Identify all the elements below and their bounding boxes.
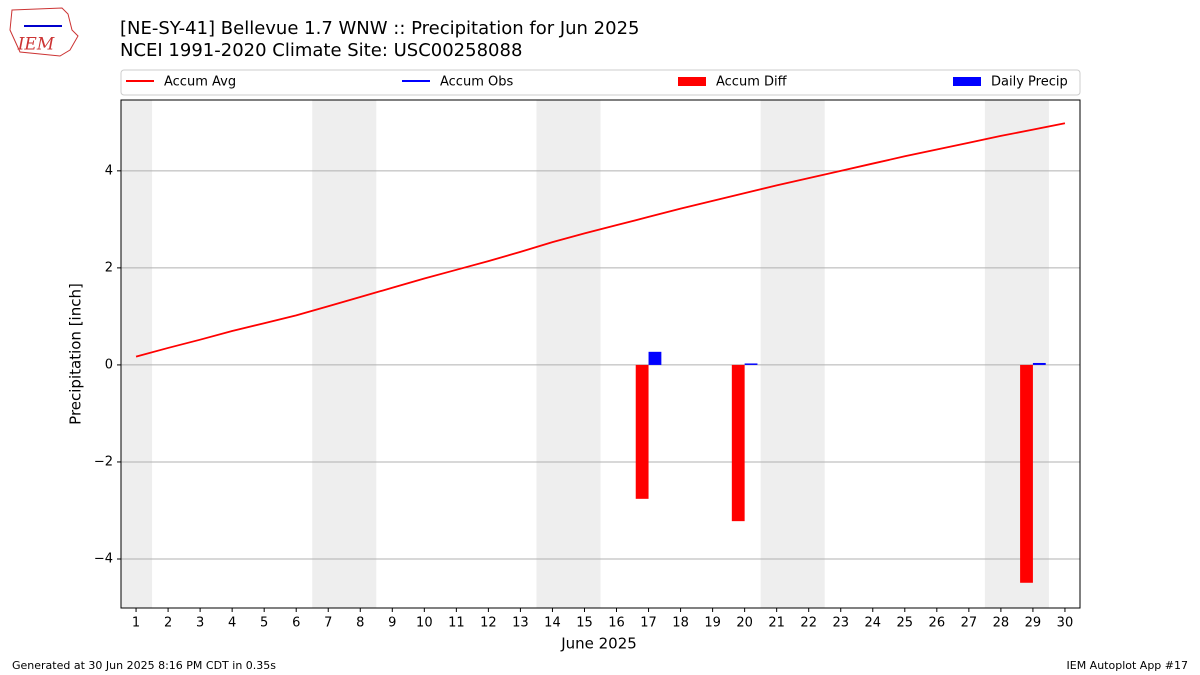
weekend-shade [984, 100, 1049, 608]
y-tick-label: −2 [94, 454, 113, 469]
x-tick-label: 5 [260, 616, 268, 631]
footer-left: Generated at 30 Jun 2025 8:16 PM CDT in … [12, 659, 276, 672]
logo: IEM [9, 7, 79, 57]
legend-label: Accum Avg [164, 75, 236, 90]
weekend-shade [536, 100, 601, 608]
y-tick-label: 0 [105, 357, 113, 372]
x-tick-label: 8 [356, 616, 364, 631]
legend-label: Daily Precip [991, 75, 1068, 90]
x-tick-label: 23 [832, 616, 849, 631]
bar [648, 351, 662, 365]
x-tick-label: 6 [292, 616, 300, 631]
footer-right: IEM Autoplot App #17 [1067, 659, 1189, 672]
x-tick-label: 18 [672, 616, 689, 631]
y-tick-label: −4 [94, 551, 113, 566]
bar [635, 364, 649, 499]
x-tick-label: 4 [228, 616, 236, 631]
weekend-shade [760, 100, 825, 608]
x-tick-label: 27 [961, 616, 978, 631]
x-tick-label: 12 [480, 616, 497, 631]
x-tick-label: 30 [1057, 616, 1074, 631]
x-tick-label: 17 [640, 616, 657, 631]
chart-subtitle: NCEI 1991-2020 Climate Site: USC00258088 [120, 40, 522, 61]
x-tick-label: 21 [768, 616, 785, 631]
x-tick-label: 10 [416, 616, 433, 631]
x-tick-label: 16 [608, 616, 625, 631]
legend-box [120, 69, 1081, 96]
bar [1032, 362, 1046, 365]
bar [731, 364, 745, 522]
line [135, 122, 1066, 358]
x-axis-label: June 2025 [560, 635, 637, 653]
legend-swatch [953, 77, 981, 86]
x-tick-label: 13 [512, 616, 529, 631]
logo-text: IEM [17, 35, 55, 55]
legend-swatch [678, 77, 706, 86]
x-tick-label: 19 [704, 616, 721, 631]
x-tick-label: 24 [864, 616, 881, 631]
chart-title: [NE-SY-41] Bellevue 1.7 WNW :: Precipita… [120, 18, 639, 39]
x-tick-label: 14 [544, 616, 561, 631]
x-tick-label: 29 [1025, 616, 1042, 631]
x-tick-label: 25 [897, 616, 914, 631]
x-tick-label: 3 [196, 616, 204, 631]
x-tick-label: 28 [993, 616, 1010, 631]
logo-outline [9, 7, 79, 57]
x-tick-label: 1 [132, 616, 140, 631]
y-axis-label: Precipitation [inch] [67, 283, 85, 425]
bar [1020, 364, 1033, 583]
x-tick-label: 9 [388, 616, 396, 631]
legend-label: Accum Obs [440, 75, 513, 90]
x-tick-label: 7 [324, 616, 332, 631]
bar [744, 363, 758, 365]
x-tick-label: 20 [736, 616, 753, 631]
x-tick-label: 15 [576, 616, 593, 631]
weekend-shade [312, 100, 377, 608]
x-tick-label: 11 [448, 616, 465, 631]
x-tick-label: 2 [164, 616, 172, 631]
y-tick-label: 2 [105, 260, 113, 275]
legend-label: Accum Diff [716, 75, 788, 90]
x-tick-label: 26 [929, 616, 946, 631]
x-tick-label: 22 [800, 616, 817, 631]
plot-frame [120, 99, 1081, 609]
y-tick-label: 4 [105, 163, 113, 178]
